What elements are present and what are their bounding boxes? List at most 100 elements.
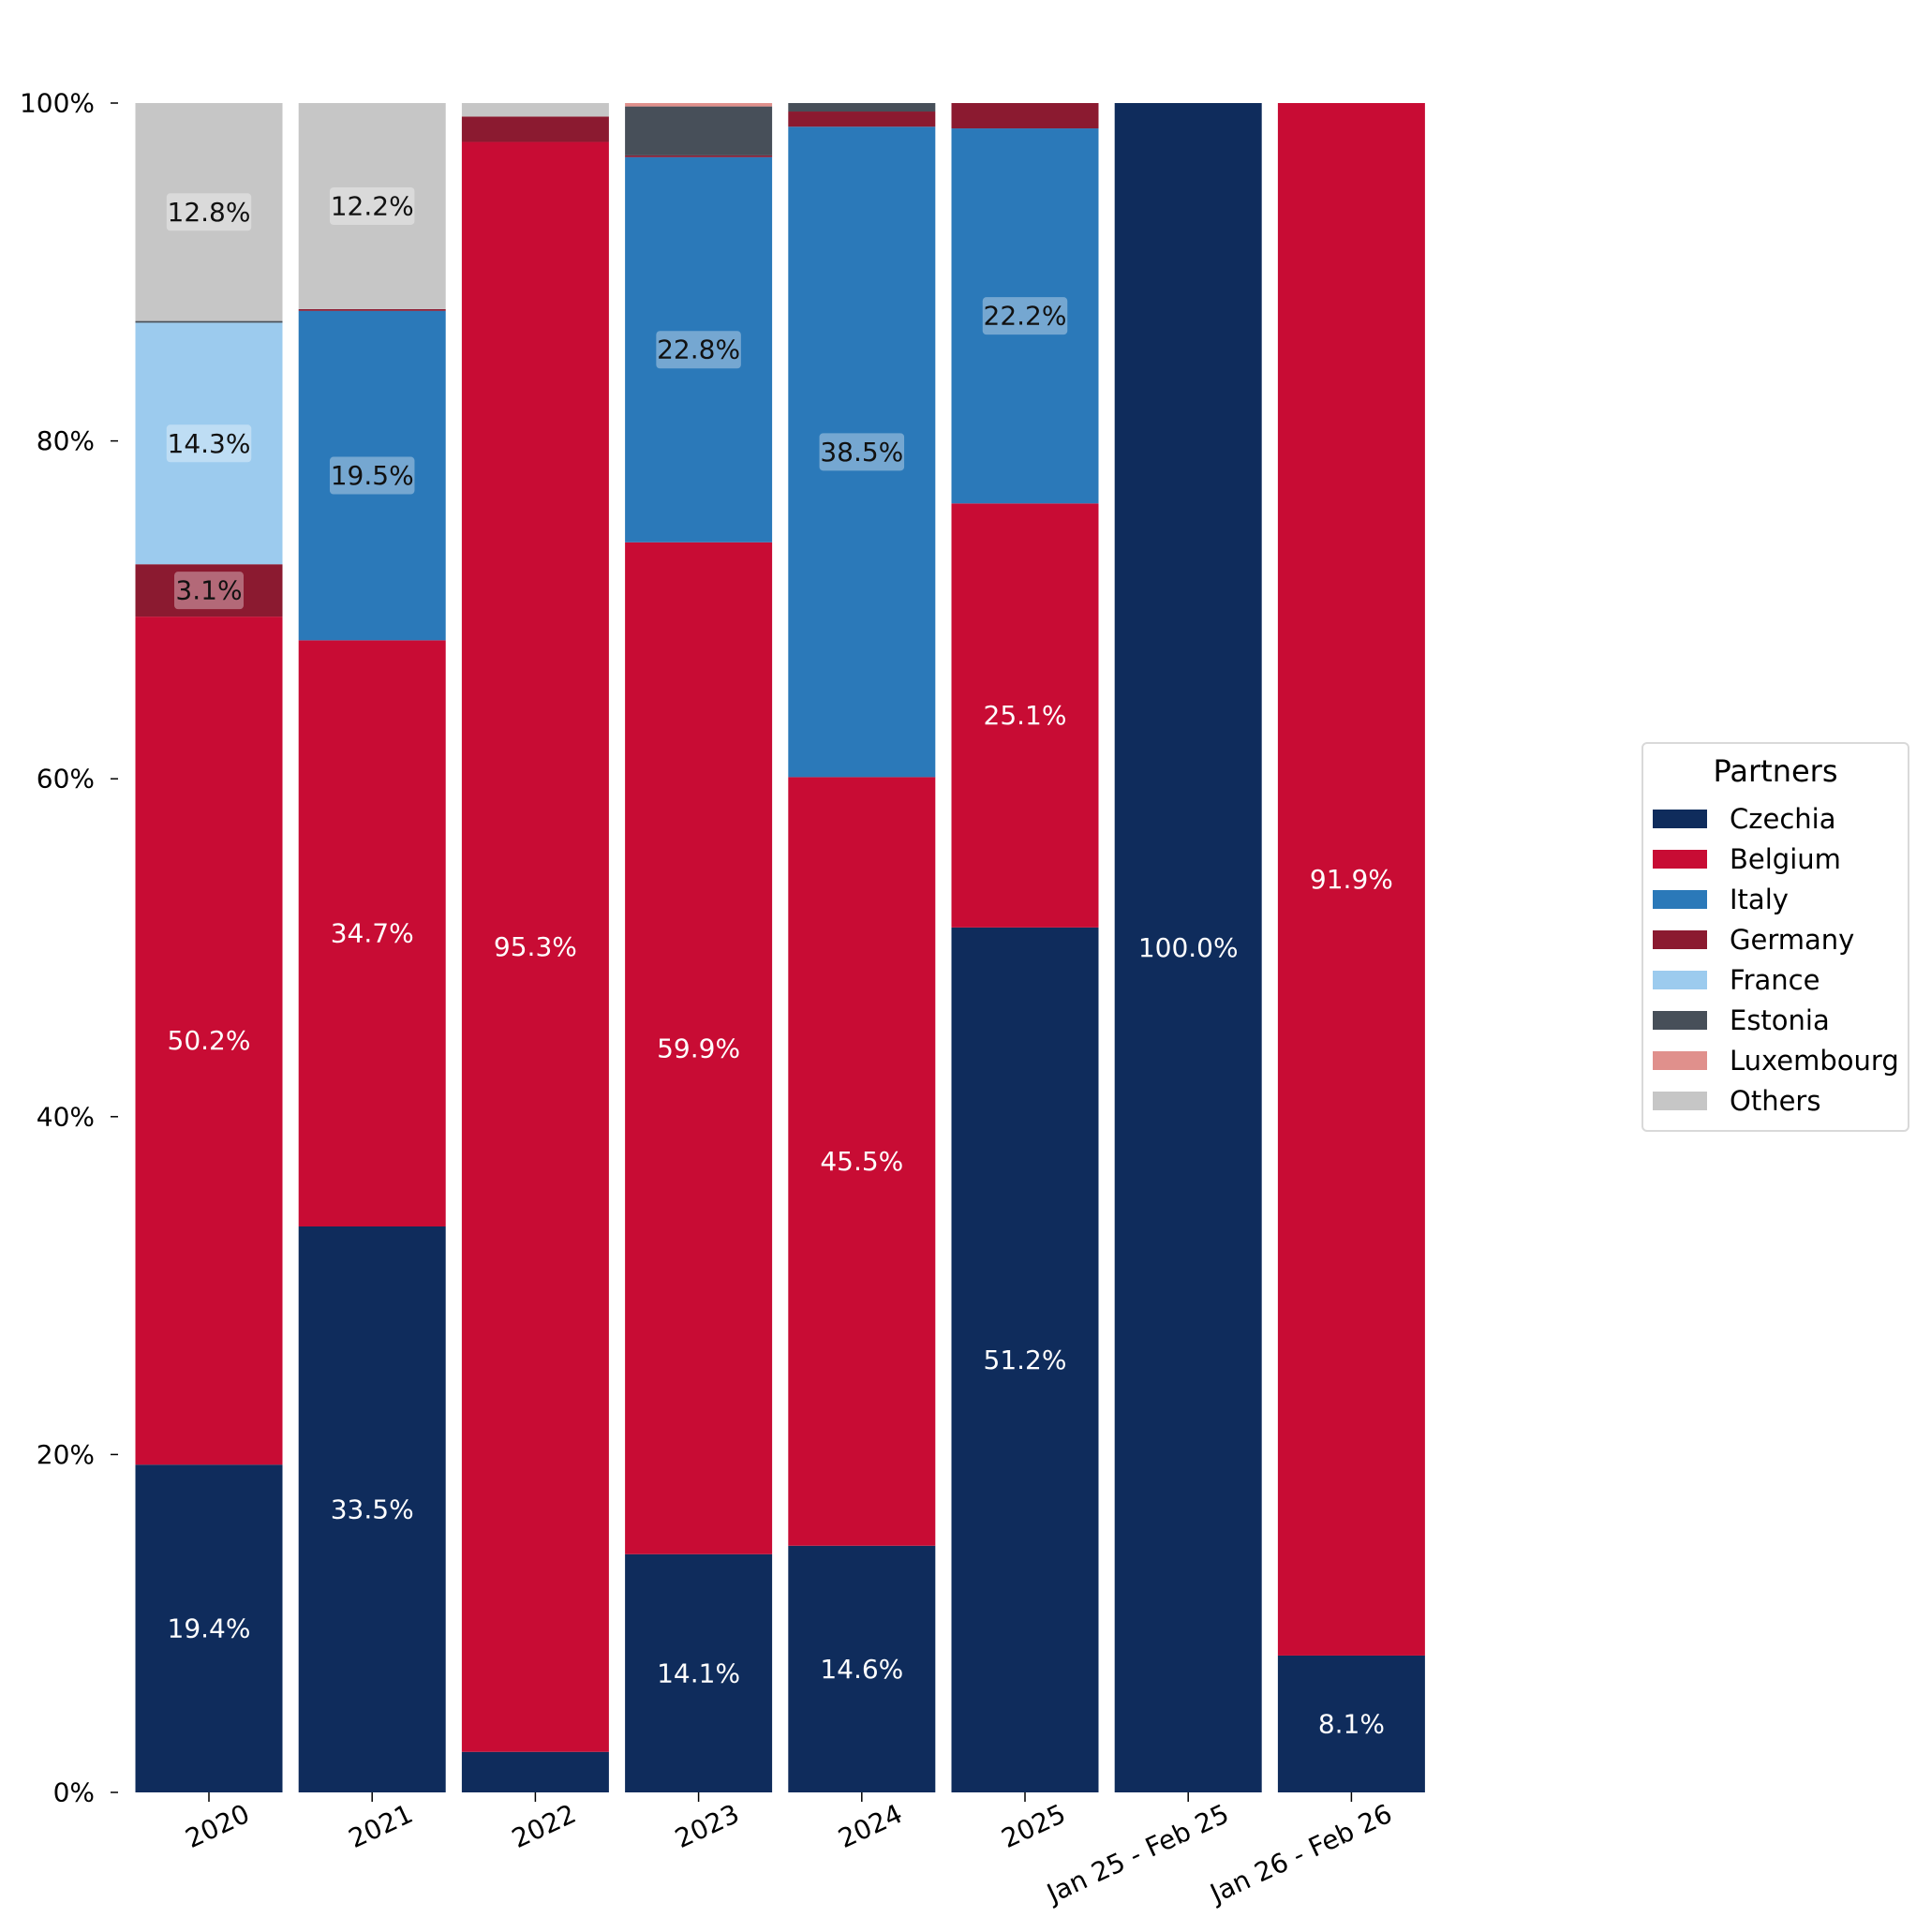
bar-segment-france-2020 [135,322,283,565]
y-tick-label-60: 60% [37,764,95,795]
legend-label-italy: Italy [1730,883,1789,915]
bar-segment-belgium-2021 [298,640,446,1226]
bar-label-group: 19.4% [168,1613,251,1644]
bar-label-background [166,193,252,231]
bar-label-group: 51.2% [984,1345,1067,1375]
bar-segment-luxembourg-2023 [625,103,773,107]
legend-title: Partners [1713,753,1838,789]
bar-segment-italy-2025 [951,128,1099,504]
legend-item-estonia: Estonia [1653,1000,1898,1040]
bar-label-group: 45.5% [820,1146,903,1177]
bar-value-label-czechia-jan-26-feb-26: 8.1% [1318,1708,1385,1739]
bar-value-label-czechia-2025: 51.2% [984,1345,1067,1375]
y-axis: 0% 20% 40% 60% 80% 100% [20,88,118,1808]
bars-layer [135,103,1425,1792]
bar-label-group: 14.3% [166,424,252,463]
bar-segment-germany-2021 [298,308,446,311]
legend-swatch-estonia [1653,1010,1707,1030]
bar-label-group: 59.9% [657,1033,740,1063]
bar-label-group: 50.2% [168,1025,251,1056]
y-tick-label-20: 20% [37,1439,95,1470]
y-tick-label-80: 80% [37,425,95,456]
bar-segment-germany-2022 [461,116,609,142]
bar-segment-belgium-2020 [135,617,283,1465]
x-tick-label-2020: 2020 [181,1798,255,1854]
bar-label-group: 14.6% [820,1654,903,1685]
y-tick-label-100: 100% [20,88,95,119]
bar-value-label-czechia-2024: 14.6% [820,1654,903,1685]
legend-label-estonia: Estonia [1730,1003,1830,1036]
legend-item-germany: Germany [1653,919,1898,959]
bar-value-label-france-2020: 14.3% [168,428,251,459]
bar-segment-italy-2021 [298,310,446,641]
bar-label-background [329,456,415,495]
legend-item-france: France [1653,959,1898,1000]
legend-label-germany: Germany [1730,923,1855,956]
bar-segment-czechia-jan-26-feb-26 [1277,1655,1425,1792]
x-tick-label-2022: 2022 [507,1798,581,1854]
x-tick-label-jan-26-feb-26: Jan 26 - Feb 26 [1204,1798,1397,1910]
bar-value-label-italy-2021: 19.5% [331,460,414,491]
bar-value-label-italy-2023: 22.8% [657,334,740,365]
legend-label-belgium: Belgium [1730,842,1841,875]
legend-label-others: Others [1730,1084,1821,1117]
legend-label-luxembourg: Luxembourg [1730,1044,1899,1077]
legend-items: Czechia Belgium Italy Germany France Estonia L… [1653,798,1899,1121]
bar-segment-czechia-2021 [298,1226,446,1792]
bar-label-background [982,297,1068,335]
bar-value-label-germany-2020: 3.1% [175,575,242,606]
bar-label-group: 22.8% [656,331,741,369]
legend-item-czechia: Czechia [1653,798,1898,839]
legend-item-luxembourg: Luxembourg [1653,1040,1899,1080]
bar-value-label-belgium-2021: 34.7% [331,918,414,949]
bar-value-label-italy-2024: 38.5% [820,437,903,468]
legend-swatch-germany [1653,929,1707,949]
bar-segment-czechia-jan-25-feb-25 [1114,103,1262,1792]
legend-label-czechia: Czechia [1730,802,1836,835]
bar-value-label-czechia-jan-25-feb-25: 100.0% [1138,932,1239,963]
bar-label-group: 38.5% [819,433,905,471]
bar-segment-czechia-2025 [951,927,1099,1792]
bar-segment-belgium-2023 [625,542,773,1554]
bar-segment-others-2021 [298,103,446,309]
legend: Partners Czechia Belgium Italy Germany Franc… [1641,742,1909,1132]
bar-value-label-others-2020: 12.8% [168,197,251,228]
bar-segment-estonia-2020 [135,320,283,323]
bar-value-label-belgium-2025: 25.1% [984,700,1067,731]
x-tick-label-2023: 2023 [670,1798,744,1854]
bar-value-label-czechia-2020: 19.4% [168,1613,251,1644]
bar-segment-estonia-2023 [625,106,773,156]
bar-label-group: 19.5% [329,456,415,495]
y-tick-label-40: 40% [37,1101,95,1132]
bar-label-group: 3.1% [174,572,244,610]
legend-item-belgium: Belgium [1653,839,1898,879]
bar-value-label-belgium-2020: 50.2% [168,1025,251,1056]
bar-label-group: 12.8% [166,193,252,231]
bar-segment-czechia-2022 [461,1751,609,1792]
bar-label-group: 8.1% [1318,1708,1385,1739]
legend-item-others: Others [1653,1080,1898,1121]
legend-label-france: France [1730,963,1820,996]
bar-segment-italy-2023 [625,156,773,542]
bar-value-label-belgium-2024: 45.5% [820,1146,903,1177]
bar-segment-germany-2025 [951,103,1099,129]
legend-swatch-italy [1653,889,1707,909]
legend-item-italy: Italy [1653,879,1898,919]
bar-segment-italy-2024 [788,126,936,778]
bar-label-group: 91.9% [1310,864,1393,895]
bar-value-label-belgium-2022: 95.3% [494,931,577,962]
bar-value-label-czechia-2021: 33.5% [331,1494,414,1524]
x-tick-label-2024: 2024 [834,1798,908,1854]
bar-segment-estonia-2024 [788,103,936,112]
bar-label-group: 95.3% [494,931,577,962]
legend-swatch-france [1653,970,1707,989]
bar-label-group: 34.7% [331,918,414,949]
x-tick-label-2025: 2025 [997,1798,1071,1854]
bar-value-label-belgium-2023: 59.9% [657,1033,740,1063]
bar-segment-others-2020 [135,103,283,321]
bar-label-group: 14.1% [657,1657,740,1688]
legend-swatch-luxembourg [1653,1050,1707,1070]
bar-segment-czechia-2020 [135,1464,283,1792]
